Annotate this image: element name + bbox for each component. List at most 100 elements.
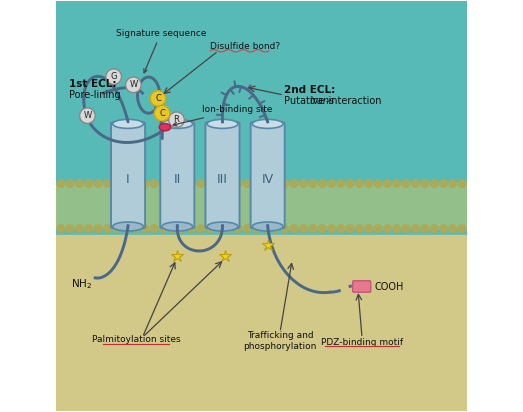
Circle shape — [439, 224, 448, 233]
Circle shape — [373, 179, 383, 188]
Text: Palmitoylation sites: Palmitoylation sites — [92, 335, 180, 344]
FancyBboxPatch shape — [251, 122, 285, 228]
Circle shape — [365, 224, 373, 233]
Text: -interaction: -interaction — [325, 96, 382, 106]
Circle shape — [402, 179, 411, 188]
Circle shape — [336, 179, 345, 188]
Circle shape — [355, 179, 364, 188]
Circle shape — [94, 179, 103, 188]
Circle shape — [290, 179, 299, 188]
Circle shape — [299, 179, 308, 188]
Circle shape — [84, 179, 94, 188]
Ellipse shape — [252, 222, 283, 231]
Circle shape — [373, 224, 383, 233]
Circle shape — [140, 179, 150, 188]
Circle shape — [317, 224, 327, 233]
Text: phosphorylation: phosphorylation — [243, 342, 316, 351]
Circle shape — [309, 179, 317, 188]
Circle shape — [106, 69, 121, 84]
Circle shape — [84, 224, 94, 233]
Ellipse shape — [160, 124, 170, 131]
Circle shape — [317, 179, 327, 188]
Circle shape — [103, 179, 112, 188]
Circle shape — [252, 224, 262, 233]
Text: Ion-binding site: Ion-binding site — [173, 105, 272, 126]
Circle shape — [196, 224, 206, 233]
Circle shape — [112, 224, 121, 233]
Ellipse shape — [207, 222, 238, 231]
Circle shape — [224, 179, 233, 188]
Circle shape — [280, 224, 289, 233]
Text: I: I — [126, 173, 130, 186]
Circle shape — [187, 179, 196, 188]
Circle shape — [215, 224, 224, 233]
Circle shape — [299, 224, 308, 233]
Circle shape — [327, 179, 336, 188]
Circle shape — [169, 112, 184, 128]
Circle shape — [150, 179, 158, 188]
Circle shape — [262, 224, 271, 233]
FancyBboxPatch shape — [160, 122, 195, 228]
Ellipse shape — [112, 119, 143, 129]
Text: C: C — [159, 109, 165, 118]
Circle shape — [429, 224, 439, 233]
Circle shape — [131, 224, 140, 233]
Circle shape — [346, 179, 355, 188]
Circle shape — [178, 224, 187, 233]
Circle shape — [122, 224, 131, 233]
Text: III: III — [217, 173, 228, 186]
Text: W: W — [83, 111, 92, 120]
Text: G: G — [110, 72, 117, 81]
Circle shape — [206, 179, 214, 188]
Circle shape — [411, 179, 420, 188]
Text: C: C — [155, 94, 161, 103]
Circle shape — [243, 179, 252, 188]
Circle shape — [271, 224, 280, 233]
Circle shape — [196, 179, 206, 188]
Circle shape — [262, 179, 271, 188]
Circle shape — [392, 224, 401, 233]
Bar — [56, 1, 467, 235]
Circle shape — [420, 179, 429, 188]
Circle shape — [66, 179, 75, 188]
Circle shape — [383, 224, 392, 233]
Circle shape — [79, 108, 95, 124]
Circle shape — [355, 224, 364, 233]
Circle shape — [252, 179, 262, 188]
Text: COOH: COOH — [374, 282, 404, 292]
Circle shape — [66, 224, 75, 233]
Circle shape — [290, 224, 299, 233]
Circle shape — [280, 179, 289, 188]
Circle shape — [365, 179, 373, 188]
Text: R: R — [174, 115, 179, 124]
Circle shape — [159, 224, 168, 233]
Bar — [56, 235, 467, 411]
Circle shape — [206, 224, 214, 233]
Circle shape — [429, 179, 439, 188]
Circle shape — [56, 224, 65, 233]
Text: trans: trans — [310, 96, 335, 106]
Circle shape — [215, 179, 224, 188]
Circle shape — [112, 179, 121, 188]
Ellipse shape — [252, 119, 283, 129]
Text: NH$_2$: NH$_2$ — [71, 277, 92, 291]
FancyBboxPatch shape — [206, 122, 240, 228]
Circle shape — [224, 224, 233, 233]
Ellipse shape — [207, 119, 238, 129]
Text: W: W — [129, 80, 138, 89]
Circle shape — [448, 224, 457, 233]
FancyBboxPatch shape — [353, 281, 371, 292]
Ellipse shape — [112, 222, 143, 231]
Circle shape — [131, 179, 140, 188]
Text: Signature sequence: Signature sequence — [116, 28, 206, 73]
Circle shape — [448, 179, 457, 188]
Circle shape — [234, 179, 243, 188]
Circle shape — [94, 224, 103, 233]
Text: PDZ-binding motif: PDZ-binding motif — [321, 338, 403, 347]
Circle shape — [178, 179, 187, 188]
Circle shape — [458, 224, 467, 233]
Circle shape — [243, 224, 252, 233]
Text: IV: IV — [262, 173, 274, 186]
Circle shape — [402, 224, 411, 233]
Text: Pore-lining: Pore-lining — [69, 90, 120, 101]
